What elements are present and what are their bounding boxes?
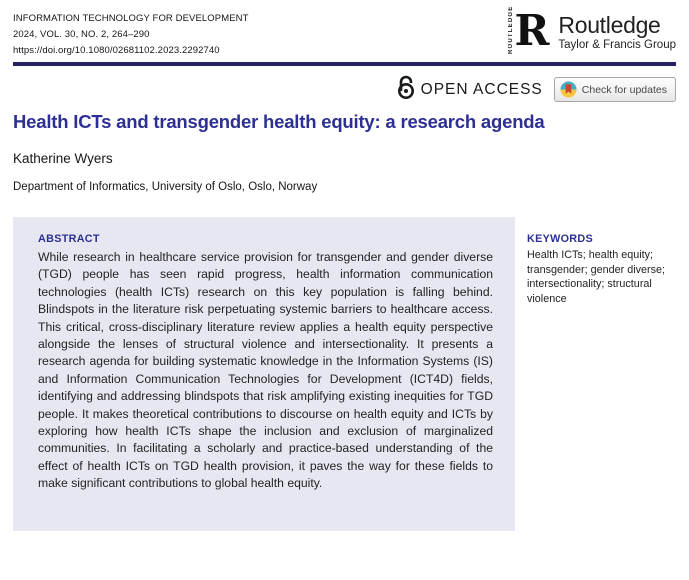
abstract-box: ABSTRACT While research in healthcare se… — [13, 217, 515, 531]
journal-name: INFORMATION TECHNOLOGY FOR DEVELOPMENT — [13, 13, 249, 24]
doi-link[interactable]: https://doi.org/10.1080/02681102.2023.22… — [13, 45, 220, 56]
open-access-badge: OPEN ACCESS — [396, 75, 543, 104]
journal-issue-info: 2024, VOL. 30, NO. 2, 264–290 — [13, 29, 150, 40]
journal-meta: INFORMATION TECHNOLOGY FOR DEVELOPMENT 2… — [13, 11, 249, 59]
crossmark-icon — [560, 81, 577, 98]
routledge-r-icon: R — [514, 6, 550, 55]
routledge-vertical-text: ROUTLEDGE — [508, 5, 515, 54]
routledge-logo-mark: ROUTLEDGE R — [508, 5, 550, 55]
abstract-heading: ABSTRACT — [38, 233, 100, 245]
check-for-updates-button[interactable]: Check for updates — [553, 77, 676, 102]
open-access-label: OPEN ACCESS — [420, 80, 543, 98]
publisher-name: Routledge — [558, 12, 661, 38]
article-author: Katherine Wyers — [13, 151, 113, 166]
keywords-panel: KEYWORDS Health ICTs; health equity; tra… — [527, 233, 685, 306]
header-divider-rule — [13, 62, 676, 66]
open-access-lock-icon — [396, 75, 416, 104]
publisher-logo: ROUTLEDGE R Routledge Taylor & Francis G… — [508, 5, 676, 55]
keywords-text: Health ICTs; health equity; transgender;… — [527, 249, 666, 305]
publisher-wordmark: Routledge Taylor & Francis Group — [558, 12, 676, 52]
abstract-text: While research in healthcare service pro… — [38, 250, 493, 491]
article-affiliation: Department of Informatics, University of… — [13, 181, 318, 193]
check-for-updates-label: Check for updates — [581, 83, 667, 96]
publisher-group: Taylor & Francis Group — [558, 39, 676, 51]
access-bar: OPEN ACCESS Check for updates — [396, 75, 676, 104]
keywords-heading: KEYWORDS — [527, 233, 593, 245]
article-title: Health ICTs and transgender health equit… — [13, 111, 545, 132]
